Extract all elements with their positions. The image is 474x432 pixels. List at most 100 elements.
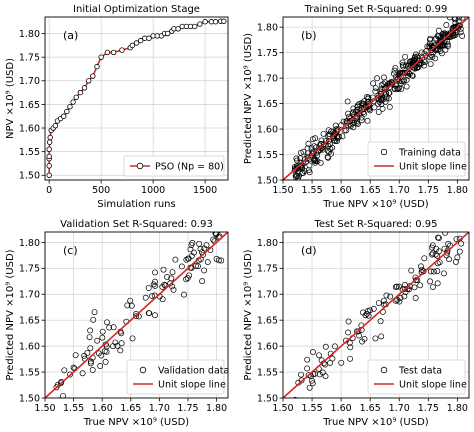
x-tick-label: 1.55	[63, 403, 84, 414]
data-point	[443, 22, 450, 28]
data-point	[119, 47, 125, 53]
data-point	[309, 380, 316, 387]
data-point	[445, 240, 452, 247]
legend-label: PSO (Np = 80)	[155, 162, 224, 173]
data-point	[164, 30, 171, 37]
data-point	[137, 37, 144, 44]
y-tick-label: 1.75	[257, 264, 278, 275]
data-point	[127, 297, 134, 304]
data-point	[345, 318, 352, 325]
y-tick-label: 1.60	[19, 342, 40, 353]
data-point	[73, 94, 79, 101]
data-point	[90, 316, 97, 323]
data-point	[460, 7, 465, 12]
data-point	[199, 278, 206, 285]
data-point	[319, 146, 326, 153]
data-point	[300, 170, 307, 176]
data-point	[322, 373, 329, 380]
data-point	[436, 235, 442, 241]
data-point	[411, 284, 418, 291]
data-point	[401, 293, 408, 300]
data-point	[405, 72, 412, 79]
data-point	[347, 355, 354, 362]
data-point	[438, 38, 445, 45]
data-point	[444, 249, 451, 256]
data-point	[203, 242, 210, 249]
data-point	[324, 154, 331, 160]
data-point	[440, 270, 447, 277]
y-tick-label: 1.55	[257, 150, 278, 161]
data-point	[420, 268, 427, 275]
data-point	[217, 232, 222, 233]
data-point	[456, 248, 463, 255]
x-tick-label: 1.50	[34, 403, 55, 414]
legend-box	[123, 155, 225, 177]
data-point	[347, 344, 354, 351]
legend: Training data Unit slope line	[367, 141, 467, 177]
x-tick-label: 1.50	[272, 185, 293, 196]
data-point	[427, 278, 434, 285]
data-point	[151, 312, 158, 319]
legend-marker-swatch	[139, 366, 147, 374]
data-point	[412, 277, 419, 284]
data-point	[305, 140, 312, 147]
data-point	[437, 48, 444, 54]
data-point	[46, 163, 52, 169]
x-tick-label: 1500	[193, 185, 217, 196]
data-point	[129, 42, 136, 49]
data-point	[152, 282, 158, 289]
data-point	[46, 153, 52, 160]
data-point	[53, 384, 60, 391]
data-point	[104, 49, 111, 56]
data-point	[305, 167, 312, 174]
x-tick-label: 1.60	[331, 185, 352, 196]
data-point	[294, 157, 301, 164]
data-point	[117, 347, 124, 354]
unit-slope-line	[283, 232, 469, 398]
data-point	[453, 236, 460, 242]
data-point	[81, 352, 88, 359]
data-point	[399, 59, 406, 66]
plot-area-a	[46, 18, 227, 178]
data-point	[418, 49, 425, 56]
y-tick-label: 1.80	[19, 238, 40, 249]
data-point	[101, 348, 108, 355]
data-point	[406, 71, 413, 77]
data-point	[318, 137, 325, 144]
data-point	[201, 267, 208, 274]
legend-label: Unit slope line	[158, 380, 226, 391]
data-point	[202, 19, 208, 25]
data-point	[89, 367, 96, 373]
data-point	[306, 384, 313, 391]
data-point	[85, 78, 92, 84]
panel-b: 1.50 1.55 1.60 1.65 1.70 1.75 1.80 1.50 1.55 1.60…	[243, 4, 470, 210]
data-point	[114, 342, 121, 349]
data-point	[345, 110, 352, 117]
data-point	[164, 273, 170, 280]
y-tick-label: 1.50	[257, 175, 278, 186]
data-point	[87, 345, 94, 352]
data-point	[375, 300, 382, 306]
unit-slope-line	[283, 17, 469, 180]
data-point	[61, 367, 68, 374]
data-point	[161, 281, 168, 288]
panel-label: (b)	[301, 29, 317, 42]
data-point	[415, 54, 422, 61]
data-point	[393, 283, 400, 290]
axes-frame	[44, 16, 229, 181]
data-point	[295, 164, 302, 171]
data-point	[306, 162, 313, 169]
data-point	[429, 242, 436, 249]
data-point	[457, 11, 462, 16]
data-point	[94, 63, 100, 70]
data-point	[87, 358, 94, 365]
y-tick-label: 1.75	[19, 53, 40, 64]
data-point	[355, 328, 362, 335]
y-tick-label: 1.80	[257, 238, 278, 249]
data-point	[345, 113, 352, 120]
data-point	[391, 67, 398, 74]
x-axis-label: True NPV ×10⁹ (USD)	[83, 417, 190, 428]
y-tick-label: 1.65	[257, 316, 278, 327]
x-tick-label: 0	[46, 185, 52, 196]
data-point	[320, 130, 327, 137]
